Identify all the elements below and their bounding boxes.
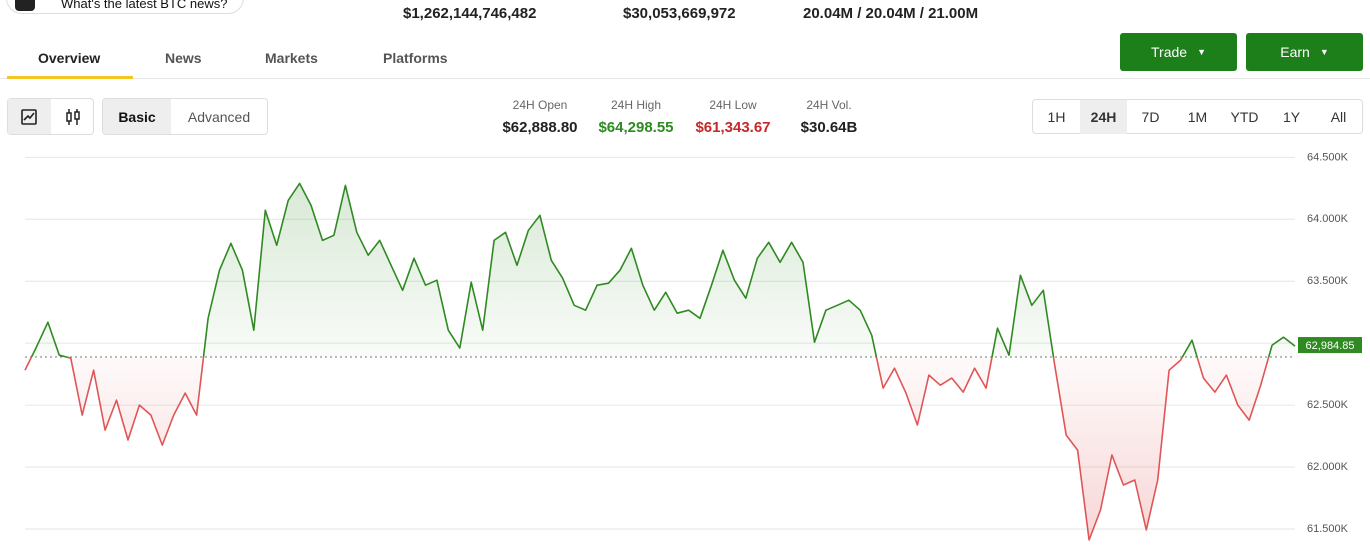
timeframe-button[interactable]: 7D bbox=[1141, 109, 1160, 125]
divider bbox=[0, 78, 1370, 79]
market-cap: $1,262,144,746,482 bbox=[403, 5, 537, 22]
mode-toggle: Basic Advanced bbox=[102, 98, 268, 135]
basic-button[interactable]: Basic bbox=[103, 99, 171, 134]
tab[interactable]: News bbox=[165, 50, 202, 66]
news-text: What's the latest BTC news? bbox=[61, 0, 228, 11]
advanced-button[interactable]: Advanced bbox=[187, 108, 251, 125]
trade-button[interactable]: Trade ▼ bbox=[1120, 33, 1237, 71]
tab[interactable]: Platforms bbox=[383, 50, 448, 66]
tab-underline bbox=[7, 76, 133, 79]
timeframe-button[interactable]: 1Y bbox=[1282, 109, 1301, 125]
stat-value: $64,298.55 bbox=[598, 119, 674, 136]
line-icon bbox=[21, 109, 37, 125]
y-tick-label: 64.000K bbox=[1307, 213, 1349, 225]
tab[interactable]: Overview bbox=[38, 50, 101, 66]
timeframe-button[interactable]: 1H bbox=[1047, 109, 1066, 125]
timeframe-button[interactable]: YTD bbox=[1230, 109, 1259, 125]
stat-label: 24H Vol. bbox=[806, 98, 852, 112]
stat-label: 24H Low bbox=[709, 98, 757, 112]
supply: 20.04M / 20.04M / 21.00M bbox=[803, 5, 979, 22]
timeframe-group: 1H 24H 7D 1M YTD 1Y All bbox=[1032, 99, 1363, 134]
chart-type-toggle bbox=[7, 98, 94, 135]
area-fill bbox=[25, 183, 1295, 540]
label: Earn bbox=[1280, 44, 1310, 60]
earn-button[interactable]: Earn ▼ bbox=[1246, 33, 1363, 71]
caret: ▼ bbox=[1197, 47, 1206, 57]
price-line bbox=[24, 182, 1296, 541]
price-tag bbox=[1298, 337, 1362, 354]
stat-label: 24H High bbox=[610, 98, 662, 112]
timeframe-button[interactable]: 1M bbox=[1187, 109, 1208, 125]
volume: $30,053,669,972 bbox=[623, 5, 736, 22]
y-tick-label: 63.500K bbox=[1307, 275, 1349, 287]
news-icon bbox=[15, 0, 35, 11]
stat-value: $30.64B bbox=[800, 119, 858, 136]
label: Trade bbox=[1151, 44, 1188, 60]
stat-value: $61,343.67 bbox=[695, 119, 771, 136]
y-tick-label: 64.500K bbox=[1307, 151, 1349, 163]
y-tick-label: 62.500K bbox=[1307, 399, 1349, 411]
caret: ▼ bbox=[1319, 47, 1329, 57]
line-icon-button[interactable] bbox=[8, 99, 51, 134]
timeframe-button[interactable]: 24H bbox=[1080, 100, 1127, 134]
price-tag-label: 62,984.85 bbox=[1306, 340, 1355, 352]
timeframe-button[interactable]: All bbox=[1330, 109, 1347, 125]
tab[interactable]: Markets bbox=[265, 50, 318, 66]
candle-icon[interactable] bbox=[65, 108, 81, 126]
y-tick-label: 61.500K bbox=[1307, 523, 1349, 535]
y-tick-label: 62.000K bbox=[1307, 461, 1349, 473]
stat-value: $62,888.80 bbox=[502, 119, 578, 136]
stat-label: 24H Open bbox=[512, 98, 568, 112]
